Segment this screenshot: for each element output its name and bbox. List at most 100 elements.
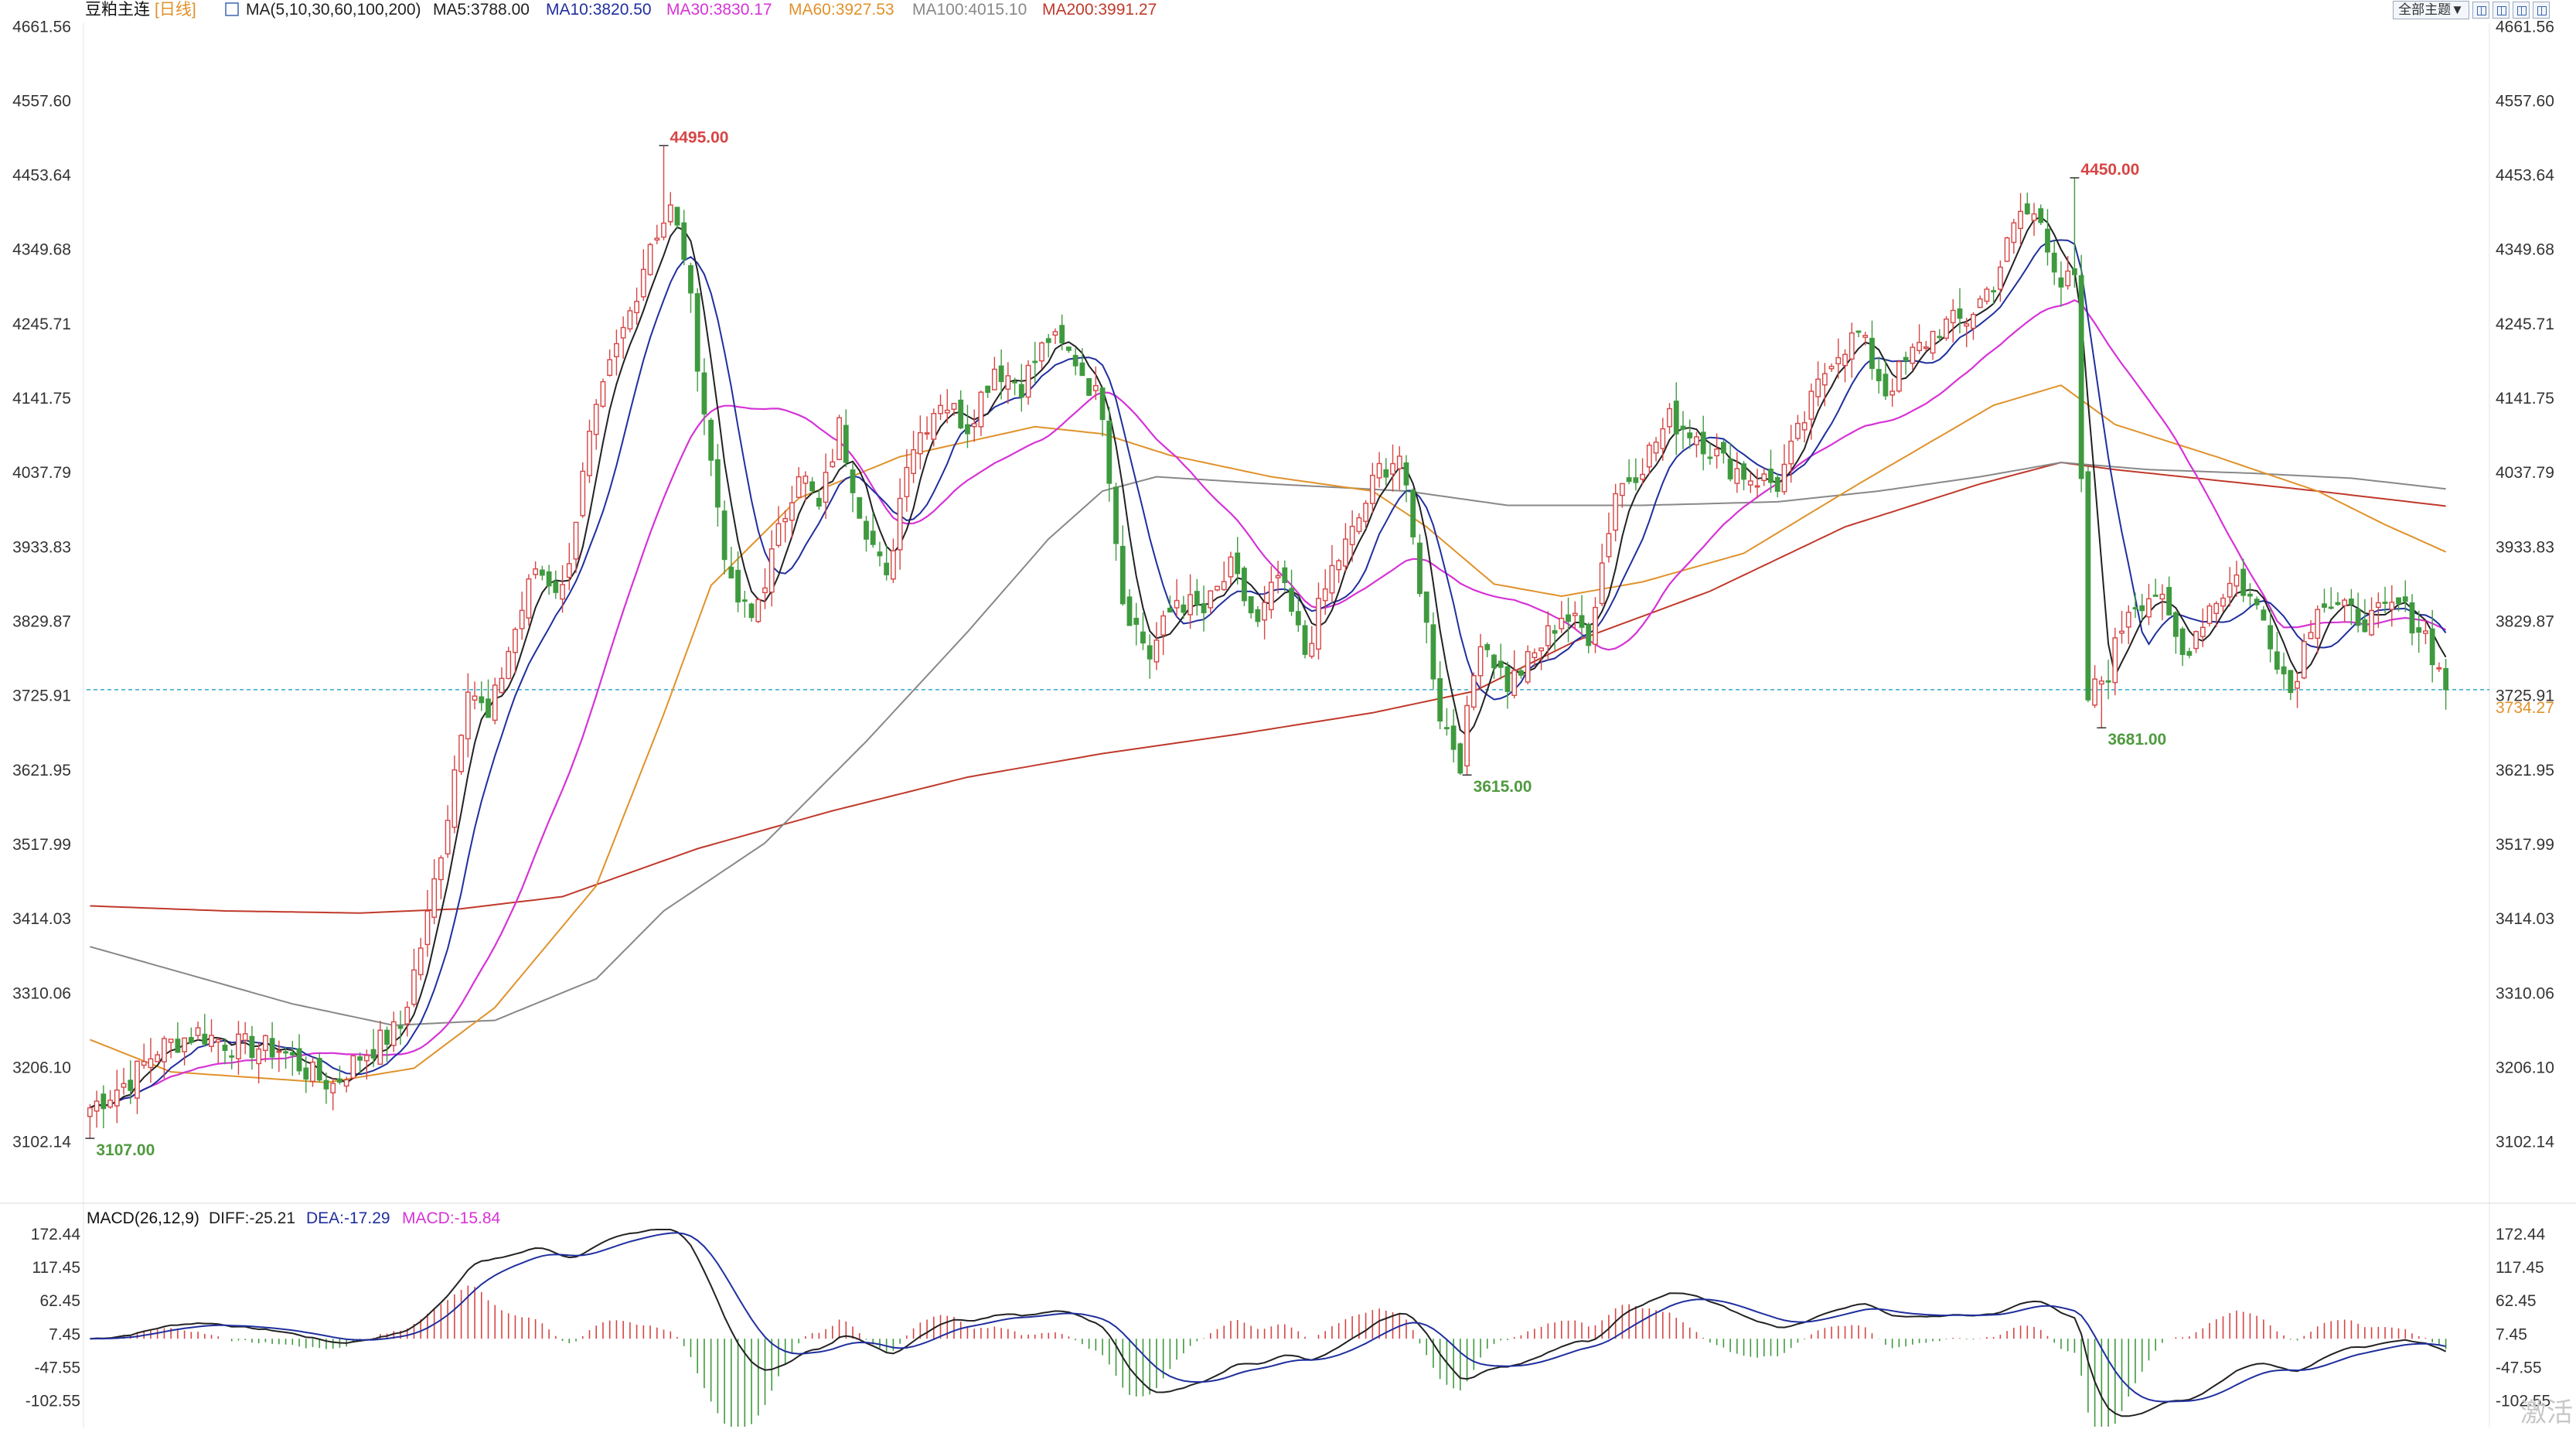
candle[interactable]	[1552, 624, 1558, 650]
candle[interactable]	[363, 1049, 370, 1080]
candle[interactable]	[1194, 578, 1200, 616]
candle[interactable]	[1255, 605, 1261, 627]
candle[interactable]	[411, 948, 417, 1008]
candle[interactable]	[1106, 407, 1113, 502]
candle[interactable]	[2078, 254, 2084, 493]
candle[interactable]	[1910, 343, 1916, 371]
candle[interactable]	[870, 513, 876, 548]
candle[interactable]	[830, 449, 836, 469]
candle[interactable]	[2193, 630, 2199, 653]
candle[interactable]	[823, 453, 829, 519]
candle[interactable]	[1099, 387, 1106, 437]
candle[interactable]	[837, 414, 842, 461]
candle[interactable]	[735, 551, 741, 612]
candle[interactable]	[2396, 597, 2401, 612]
candle[interactable]	[2105, 660, 2111, 700]
candle[interactable]	[2295, 671, 2300, 708]
candle[interactable]	[2213, 601, 2220, 627]
candle[interactable]	[2166, 576, 2172, 616]
candle[interactable]	[465, 673, 471, 758]
candle[interactable]	[748, 602, 755, 622]
candle[interactable]	[1282, 560, 1288, 592]
candle[interactable]	[627, 306, 633, 333]
candle[interactable]	[1012, 377, 1017, 396]
candle[interactable]	[1667, 403, 1672, 434]
candle[interactable]	[1079, 348, 1085, 377]
candle[interactable]	[121, 1067, 127, 1095]
candle[interactable]	[519, 592, 525, 640]
candle[interactable]	[479, 681, 485, 711]
candle[interactable]	[1153, 622, 1160, 670]
candle[interactable]	[1680, 411, 1686, 450]
candle[interactable]	[1572, 601, 1578, 629]
candle[interactable]	[1801, 411, 1808, 443]
candle[interactable]	[417, 937, 424, 981]
candle[interactable]	[884, 545, 890, 581]
candle[interactable]	[526, 574, 532, 626]
candle[interactable]	[202, 1014, 208, 1047]
candle[interactable]	[796, 466, 802, 498]
candle[interactable]	[1025, 360, 1031, 405]
candle[interactable]	[404, 1001, 411, 1037]
candle[interactable]	[1694, 431, 1699, 458]
candle[interactable]	[904, 449, 910, 512]
candle[interactable]	[1518, 667, 1524, 679]
candle[interactable]	[2416, 610, 2422, 653]
candle[interactable]	[2132, 592, 2138, 619]
candle[interactable]	[283, 1046, 288, 1069]
candle[interactable]	[816, 489, 822, 510]
candle[interactable]	[667, 192, 673, 226]
candle[interactable]	[1579, 595, 1585, 638]
candle[interactable]	[1032, 342, 1038, 383]
candle[interactable]	[1215, 585, 1220, 592]
candle[interactable]	[1869, 320, 1875, 380]
candle[interactable]	[2355, 592, 2361, 633]
candle[interactable]	[2308, 619, 2314, 640]
candle[interactable]	[1971, 312, 1976, 340]
ma-toggle-icon[interactable]	[225, 2, 239, 16]
candle[interactable]	[688, 262, 693, 313]
candle[interactable]	[1356, 513, 1362, 535]
candle[interactable]	[674, 206, 680, 230]
candle[interactable]	[566, 543, 572, 591]
candle[interactable]	[1741, 461, 1746, 491]
candle[interactable]	[343, 1076, 349, 1093]
candle[interactable]	[573, 521, 579, 574]
candle[interactable]	[640, 249, 646, 301]
candle[interactable]	[1957, 288, 1963, 334]
candle[interactable]	[917, 415, 923, 469]
candle[interactable]	[2281, 652, 2287, 691]
candle[interactable]	[1781, 444, 1787, 495]
candle[interactable]	[985, 385, 991, 398]
candle[interactable]	[188, 1027, 194, 1045]
candle[interactable]	[1525, 645, 1531, 685]
candle[interactable]	[1815, 361, 1821, 407]
candle[interactable]	[1457, 742, 1463, 775]
candle[interactable]	[316, 1052, 322, 1083]
candle[interactable]	[2011, 219, 2017, 254]
candle[interactable]	[546, 565, 552, 595]
candle[interactable]	[1727, 442, 1733, 482]
candle[interactable]	[789, 486, 795, 539]
candle[interactable]	[1950, 298, 1956, 343]
candle[interactable]	[1619, 483, 1625, 508]
candle[interactable]	[647, 242, 653, 276]
candle[interactable]	[2362, 599, 2368, 633]
candle[interactable]	[486, 679, 491, 718]
candle[interactable]	[938, 394, 943, 421]
candle[interactable]	[323, 1072, 329, 1104]
candle[interactable]	[2092, 665, 2098, 708]
candle[interactable]	[1052, 328, 1058, 345]
candle[interactable]	[1464, 695, 1470, 776]
candle[interactable]	[1066, 346, 1072, 353]
candle[interactable]	[762, 568, 768, 609]
candle[interactable]	[1248, 596, 1254, 619]
candle[interactable]	[2186, 647, 2193, 659]
candle[interactable]	[236, 1021, 241, 1075]
candle[interactable]	[397, 1010, 404, 1045]
candle[interactable]	[681, 210, 687, 265]
candle[interactable]	[694, 288, 700, 392]
candle[interactable]	[2112, 627, 2118, 696]
candle[interactable]	[802, 471, 809, 502]
candle[interactable]	[533, 561, 539, 579]
